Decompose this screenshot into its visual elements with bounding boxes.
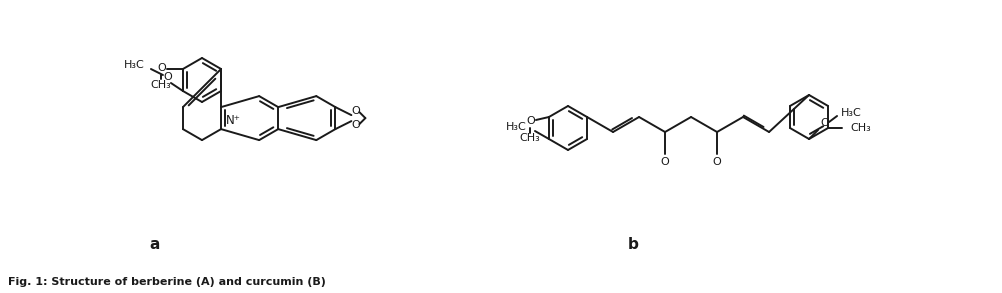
- Text: O: O: [351, 120, 360, 130]
- Text: CH₃: CH₃: [519, 133, 540, 143]
- Text: O: O: [157, 63, 166, 73]
- Text: O: O: [351, 106, 360, 116]
- Text: H₃C: H₃C: [841, 108, 861, 118]
- Text: O: O: [660, 157, 668, 167]
- Text: H₃C: H₃C: [506, 122, 526, 132]
- Text: O: O: [526, 116, 535, 126]
- Text: CH₃: CH₃: [850, 123, 870, 133]
- Text: b: b: [627, 238, 638, 253]
- Text: N⁺: N⁺: [225, 114, 240, 127]
- Text: Fig. 1: Structure of berberine (A) and curcumin (B): Fig. 1: Structure of berberine (A) and c…: [8, 277, 326, 287]
- Text: O: O: [163, 72, 172, 82]
- Text: a: a: [149, 238, 160, 253]
- Text: CH₃: CH₃: [150, 80, 171, 90]
- Text: O: O: [712, 157, 720, 167]
- Text: H₃C: H₃C: [124, 60, 145, 70]
- Text: O: O: [820, 118, 829, 128]
